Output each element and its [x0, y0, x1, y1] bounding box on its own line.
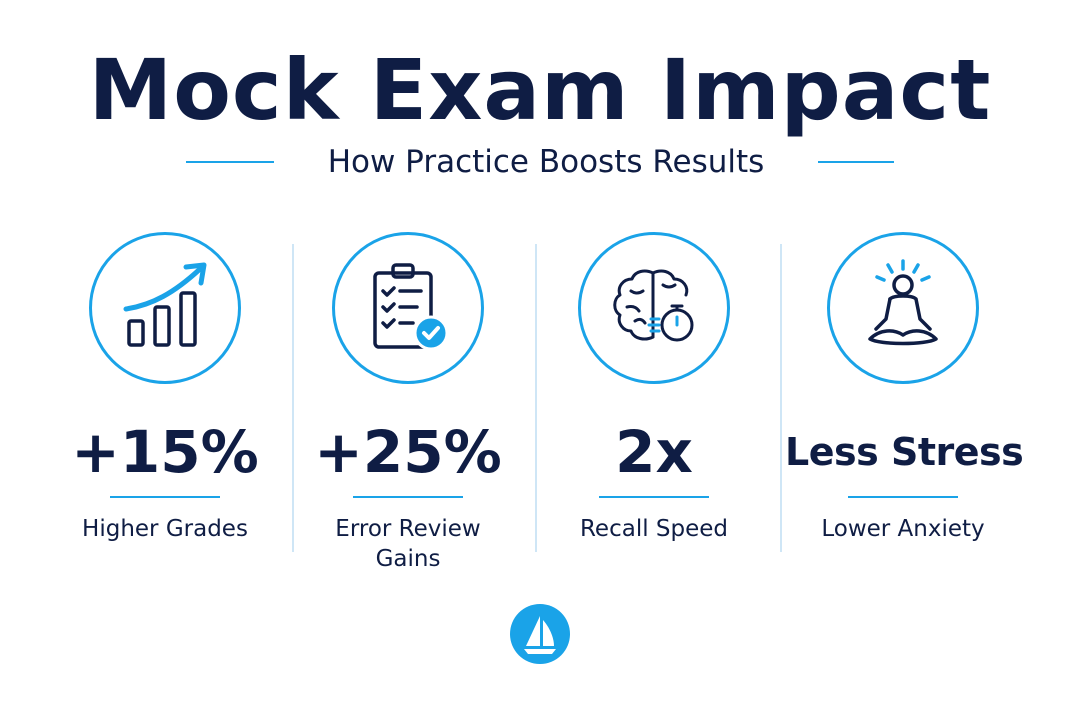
stat-label: Higher Grades — [82, 516, 248, 542]
stat-value: 2x — [615, 418, 693, 486]
stat-rule — [599, 496, 709, 498]
stat-value: +25% — [314, 418, 502, 486]
page-title: Mock Exam Impact — [88, 41, 992, 139]
subtitle-rule-right — [818, 161, 894, 163]
column-divider — [292, 244, 294, 552]
stat-card-stress: Less Stress Lower Anxiety — [785, 232, 1025, 582]
stat-card-grades: +15% Higher Grades — [47, 232, 287, 582]
subtitle-rule-left — [186, 161, 274, 163]
stat-card-recall: 2x Recall Speed — [536, 232, 776, 582]
stat-value: Less Stress — [785, 430, 1024, 474]
stat-value: +15% — [71, 418, 259, 486]
sailboat-logo-icon — [510, 604, 570, 664]
stat-rule — [848, 496, 958, 498]
stat-label: Lower Anxiety — [821, 516, 985, 542]
stat-rule — [110, 496, 220, 498]
column-divider — [535, 244, 537, 552]
stat-card-error-review: +25% Error Review Gains — [290, 232, 530, 582]
brain-stopwatch-icon — [578, 232, 730, 384]
subtitle-row: How Practice Boosts Results — [0, 140, 1080, 184]
page-subtitle: How Practice Boosts Results — [327, 144, 765, 180]
checklist-clipboard-icon — [332, 232, 484, 384]
stat-rule — [353, 496, 463, 498]
stat-label: Error Review Gains — [335, 516, 481, 572]
stat-label: Recall Speed — [579, 516, 729, 542]
column-divider — [780, 244, 782, 552]
growth-chart-icon — [89, 232, 241, 384]
meditation-icon — [827, 232, 979, 384]
